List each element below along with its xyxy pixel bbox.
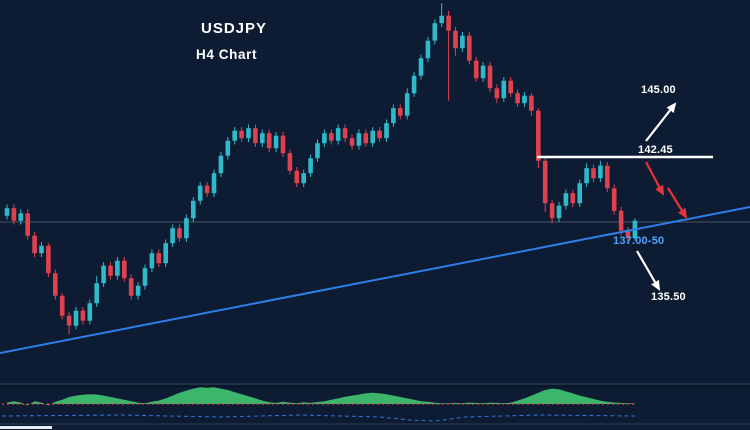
bearish-rejection-arrow-2	[667, 187, 688, 219]
support-zone-price-label: 137.00-50	[613, 235, 665, 247]
symbol-title: USDJPY	[201, 20, 268, 37]
bullish-breakout-arrow	[645, 102, 677, 142]
support-trendline[interactable]	[0, 206, 750, 354]
resistance-price-label: 142.45	[638, 144, 673, 156]
candles-layer	[4, 3, 638, 335]
breakdown-arrow	[636, 250, 661, 291]
timeframe-title: H4 Chart	[196, 47, 258, 62]
bearish-rejection-arrow-1	[645, 161, 664, 196]
target-up-price-label: 145.00	[641, 84, 676, 96]
indicator-signal-line	[1, 414, 636, 422]
target-down-price-label: 135.50	[651, 291, 686, 303]
oscillator-area	[7, 387, 635, 406]
